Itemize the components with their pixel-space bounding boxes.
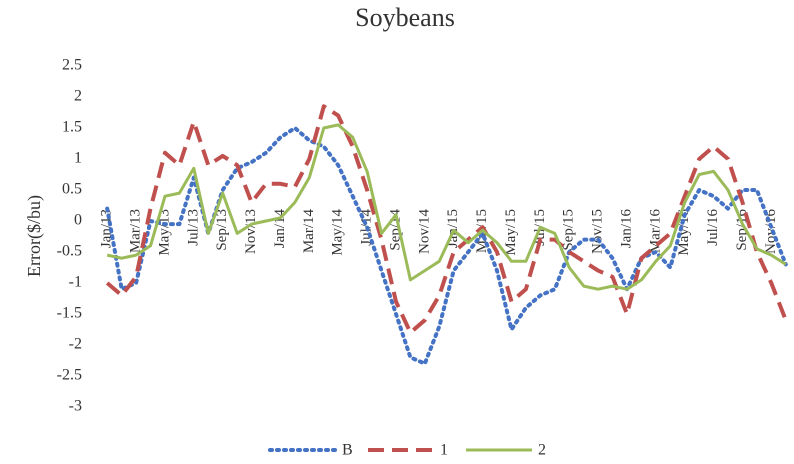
y-tick-label: -0.5 xyxy=(57,243,82,260)
x-tick-label: May/14 xyxy=(330,209,346,256)
y-axis-label: Error($/bu) xyxy=(24,195,45,277)
y-tick-label: -3 xyxy=(69,398,82,415)
legend-label: B xyxy=(342,442,353,459)
y-tick-label: -1.5 xyxy=(57,305,82,322)
series-line xyxy=(105,104,788,335)
legend-label: 1 xyxy=(440,442,448,459)
chart-title: Soybeans xyxy=(355,3,455,32)
y-tick-label: -2.5 xyxy=(57,367,82,384)
y-tick-label: 2.5 xyxy=(62,57,82,74)
x-tick-label: Jul/16 xyxy=(705,209,721,246)
series-line xyxy=(106,123,787,291)
y-tick-label: 0.5 xyxy=(62,181,82,198)
legend-label: 2 xyxy=(538,442,546,459)
x-tick-label: Mar/16 xyxy=(647,209,663,254)
x-tick-label: Nov/13 xyxy=(243,209,259,254)
x-tick-label: Jul/13 xyxy=(185,209,201,246)
x-tick-label: Sep/15 xyxy=(561,209,577,251)
x-tick-label: Mar/14 xyxy=(301,209,317,254)
y-tick-label: 1.5 xyxy=(62,119,82,136)
y-tick-label: 1 xyxy=(74,150,82,167)
x-tick-label: May/15 xyxy=(503,209,519,256)
y-tick-label: 2 xyxy=(74,88,82,105)
y-tick-label: -2 xyxy=(69,336,82,353)
y-tick-label: -1 xyxy=(69,274,82,291)
x-tick-label: Nov/15 xyxy=(590,209,606,254)
x-tick-label: Sep/13 xyxy=(214,209,230,251)
y-tick-label: 0 xyxy=(74,212,82,229)
x-tick-label: Jan/16 xyxy=(618,209,634,249)
x-tick-label: Mar/13 xyxy=(128,209,144,253)
x-tick-label: Nov/14 xyxy=(416,209,432,255)
x-tick-label: May/13 xyxy=(156,209,172,256)
